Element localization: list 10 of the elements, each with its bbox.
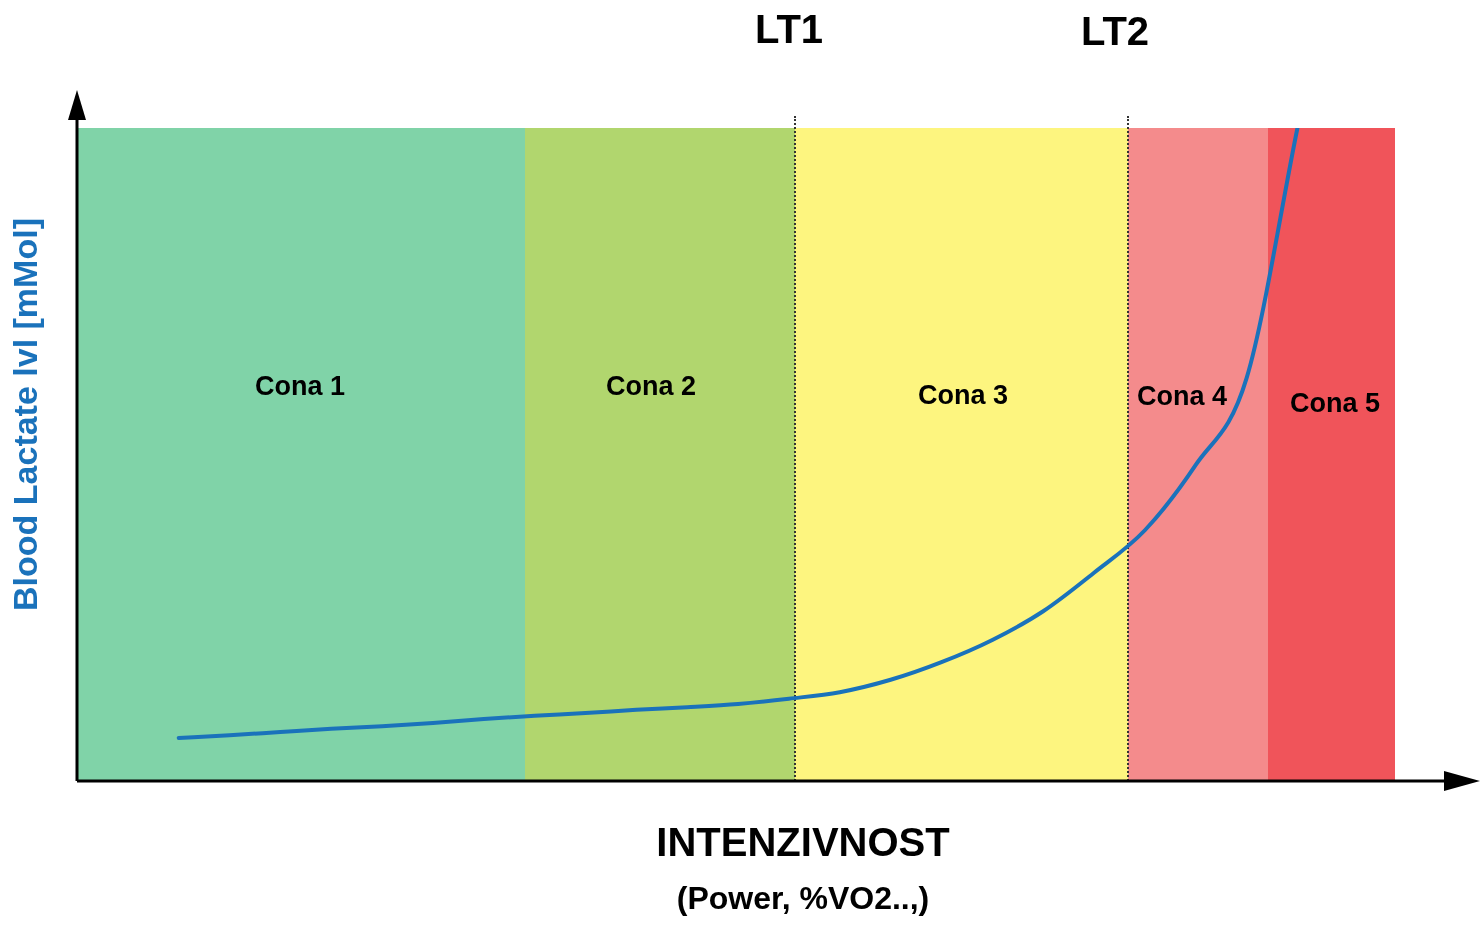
text: LT1: [754, 7, 824, 52]
annotation: Cona 2: [605, 371, 697, 402]
text: (Power, %VO2..,): [676, 879, 930, 916]
x-axis-title: INTENZIVNOST: [656, 820, 950, 865]
annotation: Cona 4: [1136, 381, 1228, 412]
y-axis-title: Blood Lactate lvl [mMol]: [6, 218, 45, 611]
annotation: Cona 1: [254, 371, 346, 402]
annotation: Cona 3: [917, 380, 1009, 411]
text: LT2: [1080, 9, 1150, 54]
annotation: Cona 5: [1289, 388, 1381, 419]
